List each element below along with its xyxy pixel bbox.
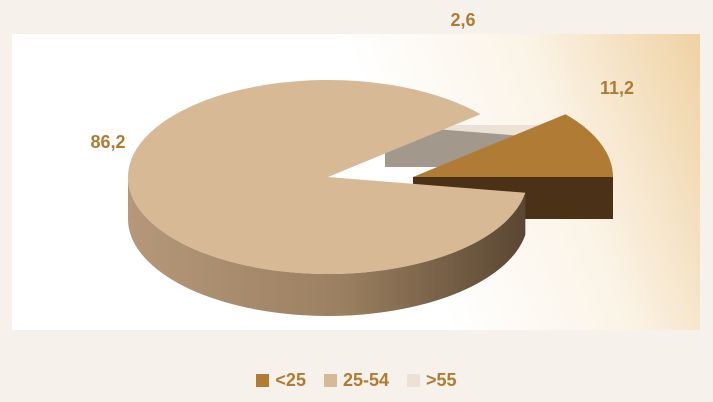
legend-swatch bbox=[323, 374, 337, 387]
legend-item: 25-54 bbox=[323, 370, 390, 391]
legend-label: <25 bbox=[275, 370, 306, 390]
pie-slice-25-54 bbox=[128, 80, 526, 317]
value-label-2: 2,6 bbox=[450, 10, 475, 30]
legend-item: >55 bbox=[407, 370, 457, 391]
value-label-1: 86,2 bbox=[90, 132, 125, 152]
value-label-0: 11,2 bbox=[600, 78, 634, 98]
chart-legend: <25 25-54 >55 bbox=[0, 370, 713, 391]
legend-swatch bbox=[407, 374, 421, 387]
legend-swatch bbox=[256, 374, 270, 387]
legend-item: <25 bbox=[256, 370, 306, 391]
legend-label: >55 bbox=[426, 370, 457, 390]
legend-label: 25-54 bbox=[342, 370, 390, 390]
